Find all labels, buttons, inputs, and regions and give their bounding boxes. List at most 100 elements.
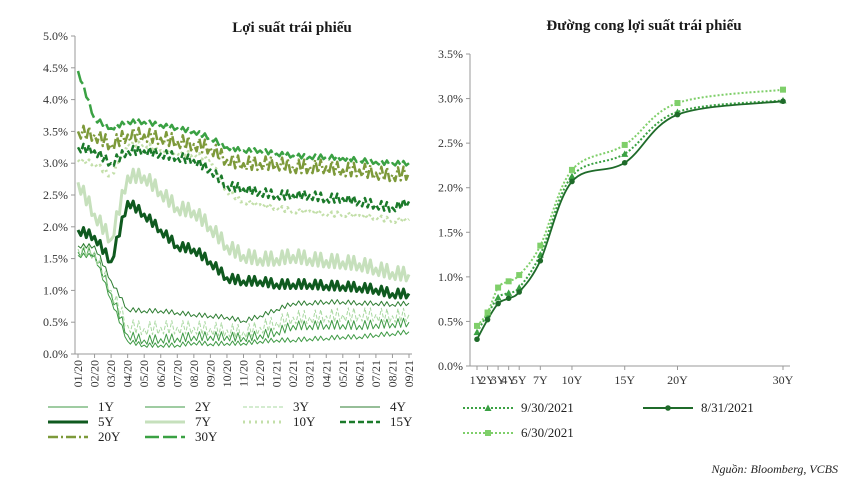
chart2-x-tick-label: 20Y xyxy=(667,373,688,387)
chart2-legend-label: 8/31/2021 xyxy=(701,400,754,415)
chart1-series-line-1Y xyxy=(77,252,410,348)
chart1-legend-label: 1Y xyxy=(98,399,115,414)
chart2-point-8/31/2021 xyxy=(780,98,786,105)
chart2-series-line-8/31/2021 xyxy=(476,100,784,340)
chart2-point-6/30/2021 xyxy=(516,272,523,279)
chart1-series-line-5Y xyxy=(76,199,411,300)
chart2-point-9/30/2021 xyxy=(621,150,629,157)
chart2-x-tick-label: 3Y xyxy=(491,373,506,387)
chart2-legend: 9/30/2021 8/31/2021 6/30/2021 xyxy=(463,400,754,440)
chart1-x-tick-label: 03/21 xyxy=(303,360,317,387)
chart2-point-6/30/2021 xyxy=(674,100,681,107)
chart2-point-9/30/2021 xyxy=(505,289,513,296)
chart1-y-tick-label: 0.5% xyxy=(43,315,68,329)
chart1-y-tick-label: 2.0% xyxy=(43,220,68,234)
chart2-point-9/30/2021 xyxy=(568,172,576,180)
chart2-point-6/30/2021 xyxy=(780,86,786,93)
chart1-y-tick-label: 4.0% xyxy=(43,93,68,107)
chart2-y-tick-label: 0.5% xyxy=(438,314,463,328)
chart1-series-line-3Y xyxy=(77,242,410,339)
chart2-plot: 0.0% 0.5% 1.0% 1.5% 2.0% 2.5% 3.0% 3.5% 1Y2Y3Y4Y… xyxy=(438,47,794,387)
chart2-y-tick-label: 3.0% xyxy=(438,92,463,106)
chart2-x-tick-label: 7Y xyxy=(533,373,548,387)
chart2-point-8/31/2021 xyxy=(621,159,628,166)
chart2-y-tick-label: 1.0% xyxy=(438,270,463,284)
chart2-x-tick-label: 1Y xyxy=(470,373,485,387)
chart1-y-tick-label: 3.5% xyxy=(43,124,68,138)
chart1-legend-label: 4Y xyxy=(390,399,407,414)
chart2-series-line-6/30/2021 xyxy=(476,88,784,327)
chart2-point-6/30/2021 xyxy=(505,278,512,285)
chart2-y-tick-label: 3.5% xyxy=(438,47,463,61)
chart1-series-line-4Y xyxy=(77,243,410,323)
chart1-x-tick-label: 01/20 xyxy=(71,360,85,387)
chart2-y-tick-label: 2.5% xyxy=(438,136,463,150)
chart2-point-8/31/2021 xyxy=(516,289,523,295)
chart1-x-tick-label: 02/20 xyxy=(88,360,102,387)
chart1-legend-label: 2Y xyxy=(195,399,212,414)
chart1-x-tick-label: 05/20 xyxy=(137,360,151,387)
chart2-point-8/31/2021 xyxy=(484,316,491,323)
chart1-x-tick-label: 09/20 xyxy=(203,360,217,387)
chart1-x-tick-label: 07/21 xyxy=(369,360,383,387)
chart2-y-tick-label: 0.0% xyxy=(438,359,463,373)
chart1-x-tick-label: 11/20 xyxy=(237,360,251,387)
chart2-legend-marker xyxy=(665,405,671,411)
chart2-point-6/30/2021 xyxy=(495,284,502,291)
chart1-x-tick-label: 08/20 xyxy=(187,360,201,387)
chart1-series-line-15Y xyxy=(76,142,411,213)
chart1-legend-label: 3Y xyxy=(293,399,310,414)
chart2-legend-label: 9/30/2021 xyxy=(521,400,574,415)
chart2-title: Đường cong lợi suất trái phiếu xyxy=(546,18,741,34)
chart2-point-9/30/2021 xyxy=(494,293,502,301)
chart2-point-6/30/2021 xyxy=(474,322,480,329)
source-note: Nguồn: Bloomberg, VCBS xyxy=(710,462,838,476)
chart2-point-9/30/2021 xyxy=(473,328,481,336)
chart1-x-tick-label: 01/21 xyxy=(270,360,284,387)
chart1-y-tick-label: 2.5% xyxy=(43,188,68,202)
chart2-point-6/30/2021 xyxy=(621,141,628,148)
chart1-x-tick-label: 06/20 xyxy=(154,360,168,387)
chart2-series-line-9/30/2021 xyxy=(476,99,784,333)
chart1-series-line-30Y xyxy=(76,70,410,167)
chart2-y-tick-label: 1.5% xyxy=(438,225,463,239)
chart1-x-tick-label: 04/21 xyxy=(319,360,333,387)
chart2-point-8/31/2021 xyxy=(495,300,501,307)
chart2-x-tick-label: 4Y xyxy=(501,373,516,387)
chart2-point-6/30/2021 xyxy=(537,242,544,249)
chart1-x-tick-label: 09/21 xyxy=(402,360,416,387)
chart1-y-tick-label: 1.5% xyxy=(43,252,68,266)
chart1-y-tick-label: 5.0% xyxy=(43,29,68,43)
chart2-x-tick-label: 2Y xyxy=(480,373,495,387)
chart2-legend-marker xyxy=(484,404,492,411)
chart1-series-line-20Y xyxy=(76,124,411,183)
chart1-y-tick-label: 1.0% xyxy=(43,283,68,297)
chart1-y-tick-label: 4.5% xyxy=(43,61,68,75)
chart2-point-6/30/2021 xyxy=(484,309,491,316)
chart1-legend-label: 20Y xyxy=(98,429,121,444)
chart2-x-tick-label: 30Y xyxy=(773,373,794,387)
chart2-point-8/31/2021 xyxy=(474,336,480,343)
chart2-x-tick-label: 10Y xyxy=(562,373,583,387)
chart1-series-line-2Y xyxy=(77,247,410,345)
chart1-legend-label: 7Y xyxy=(195,414,212,429)
chart1-x-tick-label: 07/20 xyxy=(170,360,184,387)
chart2-y-tick-label: 2.0% xyxy=(438,181,463,195)
chart2-point-8/31/2021 xyxy=(569,178,575,185)
chart1-y-tick-label: 3.0% xyxy=(43,156,68,170)
chart2-legend-marker xyxy=(485,430,491,436)
chart1-title: Lợi suất trái phiếu xyxy=(232,20,352,36)
chart2-legend-label: 6/30/2021 xyxy=(521,425,574,440)
chart1-legend-label: 5Y xyxy=(98,414,115,429)
chart1-legend: 1Y 2Y 3Y 4Y 5Y 7Y 10Y 15Y 20Y 30Y xyxy=(48,399,413,444)
chart1-x-tick-label: 03/20 xyxy=(104,360,118,387)
chart1-x-tick-label: 08/21 xyxy=(385,360,399,387)
chart1-series-line-7Y xyxy=(76,167,411,283)
chart1-x-tick-label: 06/21 xyxy=(352,360,366,387)
chart1-legend-label: 30Y xyxy=(195,429,218,444)
chart1-x-tick-label: 05/21 xyxy=(336,360,350,387)
chart1-x-tick-label: 12/20 xyxy=(253,360,267,387)
chart2-x-tick-label: 15Y xyxy=(614,373,635,387)
chart2-point-8/31/2021 xyxy=(537,258,544,264)
